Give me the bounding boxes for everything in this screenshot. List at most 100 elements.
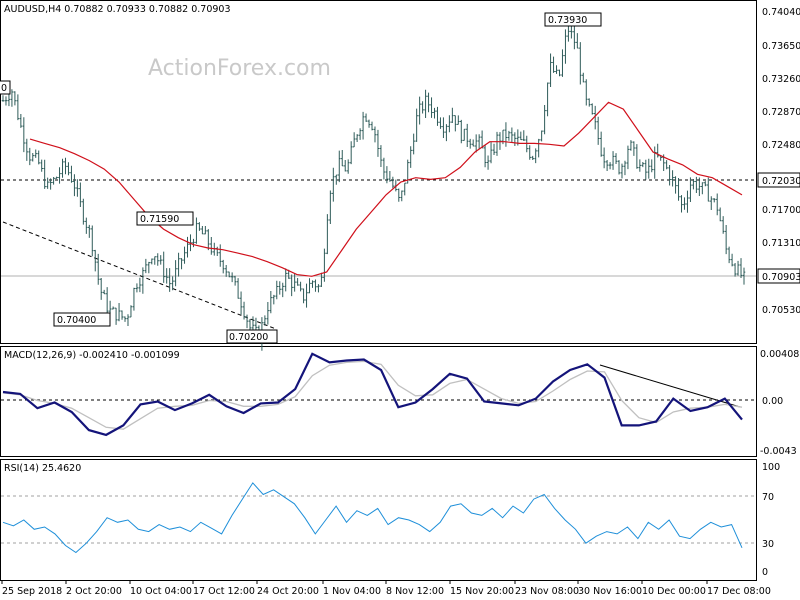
price-bar [108,300,112,314]
annotation-high-label: 0.73930 [548,15,587,26]
annotation-mid: 0.71590 [136,211,194,226]
price-bar [474,134,478,153]
price-bar [525,135,529,153]
price-bar [195,217,198,244]
price-bar [317,284,320,293]
price-bar [510,127,514,143]
macd-trendline [599,364,741,408]
price-tick-label: 0.73260 [762,74,800,85]
price-bar [641,162,645,168]
price-bar [373,126,377,143]
price-bar [192,238,195,248]
price-bar [183,246,186,264]
price-bar [433,107,436,119]
price-bar [204,226,207,235]
price-bar [349,141,353,165]
price-bar [635,144,639,169]
price-bar [736,260,740,276]
price-bar [111,306,115,310]
annotation-left-label: 0 [1,83,7,94]
price-bar [177,252,180,277]
price-bar [695,176,698,193]
price-bar [403,182,407,196]
price-bar [10,89,14,107]
price-bar [367,119,371,128]
price-bar [480,130,484,149]
rsi-tick-label: 30 [762,539,774,550]
price-bar [302,288,305,304]
price-bar [361,111,365,140]
time-tick-label: 25 Sep 2018 [2,586,62,597]
price-bar [126,314,130,327]
price-bar [528,145,532,160]
price-bar [701,182,704,195]
price-bar [385,166,389,184]
price-tick-label: 0.71700 [762,205,800,216]
price-bar [198,222,201,231]
price-bar [320,272,323,288]
price-bar [418,96,421,125]
price-bar [120,310,124,320]
price-bar [290,274,293,297]
price-bar [620,163,624,179]
rsi-line [2,482,743,554]
price-bar [99,278,103,300]
price-bar [210,237,213,255]
price-bar [471,139,475,147]
price-bar [340,149,344,167]
price-bar [561,49,564,77]
price-bar [579,42,582,85]
price-bar [611,151,615,170]
price-bar [549,53,552,87]
price-bar [28,147,32,166]
price-bar [76,179,79,197]
price-bar [52,177,55,185]
rsi-tick-label: 100 [762,462,780,473]
price-bar [459,119,463,144]
price-bar [278,281,282,295]
price-bar [293,273,296,292]
price-bar [153,256,157,265]
price-bar [489,141,493,164]
watermark: ActionForex.com [148,56,331,81]
price-bar [275,280,279,300]
price-bar [742,267,746,285]
annotation-low2-label: 0.70200 [229,332,268,343]
price-bar [698,177,701,196]
price-bar [412,133,415,155]
price-bar [85,217,88,234]
resistance-price-label: 0.72030 [762,176,800,187]
price-bar [305,283,308,308]
price-bar [221,259,225,274]
time-tick-label: 17 Oct 12:00 [193,586,255,597]
price-bar [352,132,356,148]
price-bar [445,124,448,142]
price-bar [531,155,535,160]
price-bar [558,69,561,77]
price-bar [462,128,466,141]
price-bar [64,157,67,175]
price-bar [73,174,76,197]
price-bar [483,144,487,168]
macd-tick-label: 0.00 [762,396,783,407]
price-bar [608,162,612,170]
price-tick-label: 0.70530 [762,305,800,316]
time-tick-label: 17 Dec 08:00 [707,586,771,597]
price-bar [448,115,451,133]
price-bar [236,278,240,299]
last-price-label: 0.70903 [762,272,800,283]
price-bar [733,263,737,277]
price-bar [43,159,46,189]
price-bar [451,107,454,123]
time-tick-label: 23 Nov 08:00 [515,586,579,597]
price-bar [596,116,600,145]
price-bar [114,307,118,325]
price-bar [540,130,543,142]
price-bar [168,268,171,292]
price-bar [522,130,526,142]
price-bar [311,280,314,288]
price-bar [519,131,523,141]
price-bar [117,303,121,322]
price-bar [504,122,508,147]
